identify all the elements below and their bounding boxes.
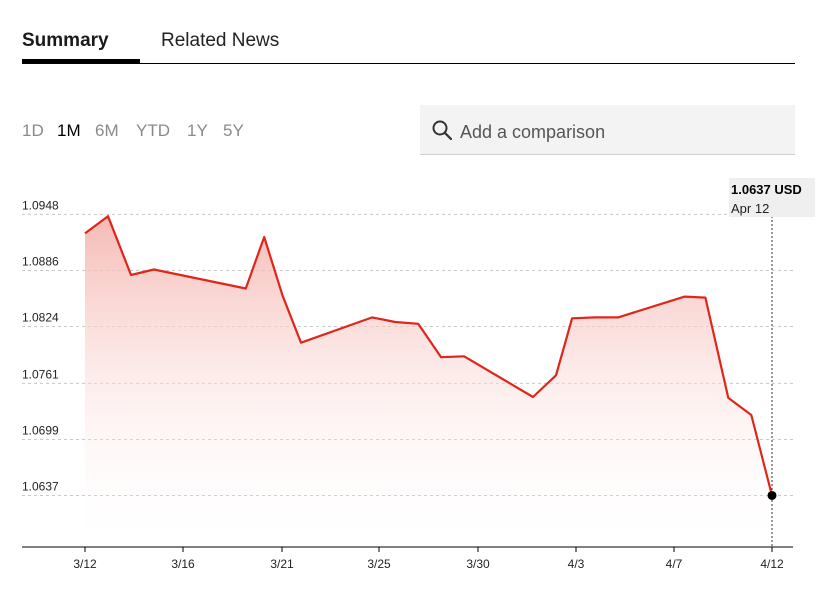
tooltip-value: 1.0637 USD (731, 182, 802, 197)
range-1d[interactable]: 1D (22, 121, 44, 140)
x-tick-label: 3/12 (73, 557, 97, 571)
x-tick-label: 4/3 (568, 557, 585, 571)
y-tick-label: 1.0699 (22, 423, 59, 437)
tab-bar: Summary Related News (22, 0, 795, 65)
range-5y[interactable]: 5Y (223, 121, 244, 140)
y-tick-label: 1.0886 (22, 254, 59, 268)
price-tooltip: 1.0637 USD Apr 12 (729, 178, 815, 217)
x-tick-label: 3/25 (367, 557, 391, 571)
last-price-marker (767, 490, 777, 500)
range-1m[interactable]: 1M (57, 121, 81, 140)
x-tick-label: 3/21 (270, 557, 294, 571)
y-tick-label: 1.0824 (22, 310, 59, 324)
tab-summary[interactable]: Summary (22, 30, 109, 51)
x-tick-label: 3/30 (466, 557, 490, 571)
x-tick-label: 4/7 (666, 557, 683, 571)
search-icon (432, 120, 453, 141)
tooltip-date: Apr 12 (731, 201, 770, 216)
tab-divider (22, 63, 795, 64)
x-tick-label: 3/16 (171, 557, 195, 571)
comparison-placeholder: Add a comparison (460, 122, 606, 142)
range-1y[interactable]: 1Y (187, 121, 208, 140)
y-tick-label: 1.0948 (22, 198, 59, 212)
area-fill (85, 216, 772, 547)
add-comparison-input[interactable]: Add a comparison (420, 105, 795, 155)
y-tick-label: 1.0761 (22, 367, 59, 381)
x-tick-label: 4/12 (760, 557, 784, 571)
tab-related-news[interactable]: Related News (161, 30, 280, 51)
range-ytd[interactable]: YTD (136, 121, 170, 140)
active-tab-indicator (22, 59, 140, 63)
y-tick-label: 1.0637 (22, 479, 59, 493)
price-chart: 1.0948 1.0886 1.0824 1.0761 1.0699 1.0637 3/12… (22, 198, 793, 571)
range-6m[interactable]: 6M (95, 121, 119, 140)
price-line (84, 215, 774, 496)
